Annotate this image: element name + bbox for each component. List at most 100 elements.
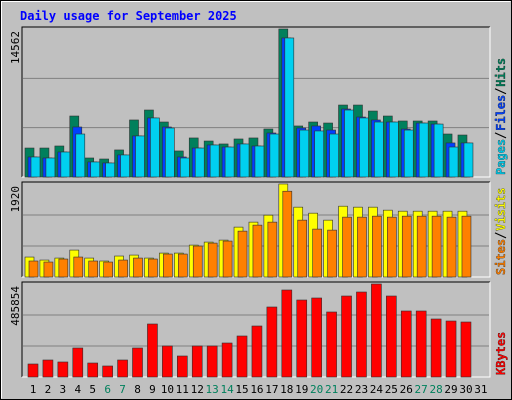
bar [431, 215, 442, 278]
bar [105, 162, 115, 178]
y-tick-label: 1920 [9, 186, 22, 213]
bar [177, 355, 188, 378]
bar [387, 216, 397, 278]
bar [132, 347, 143, 378]
bar [239, 143, 250, 178]
bar [162, 345, 173, 378]
bar [178, 253, 188, 278]
bar [448, 146, 459, 178]
x-tick-label: 22 [340, 383, 353, 396]
x-tick-label: 18 [280, 383, 293, 396]
bar [266, 306, 278, 378]
x-tick-label: 9 [149, 383, 156, 396]
bar [72, 347, 84, 378]
legend: KBytes [494, 332, 508, 376]
bar [148, 258, 158, 278]
x-tick-label: 14 [220, 383, 234, 396]
x-tick-label: 17 [265, 383, 278, 396]
bar [236, 335, 248, 378]
bar [344, 109, 354, 178]
bar [58, 258, 69, 278]
bar [163, 253, 173, 278]
bar [75, 133, 86, 178]
x-tick-label: 4 [74, 383, 81, 396]
bar [135, 135, 145, 178]
bar [150, 117, 160, 178]
x-tick-label: 10 [161, 383, 174, 396]
chart-title: Daily usage for September 2025 [20, 9, 237, 23]
legend: Sites Visits [494, 187, 508, 275]
bar [312, 228, 322, 278]
bar [194, 147, 205, 178]
x-tick-label: 16 [250, 383, 263, 396]
legend-entry: Hits [494, 58, 508, 87]
x-tick-label: 2 [45, 383, 52, 396]
bar [281, 289, 293, 378]
x-tick-label: 31 [474, 383, 487, 396]
bar [269, 133, 280, 178]
bar [386, 295, 397, 378]
legend-entry: Sites [494, 239, 508, 275]
bar [206, 345, 218, 378]
bar [191, 345, 203, 378]
bar [28, 260, 39, 278]
bar [88, 260, 99, 278]
bar [460, 321, 472, 378]
bar [43, 261, 54, 278]
x-tick-label: 15 [235, 383, 248, 396]
y-tick-label: 485854 [9, 286, 22, 326]
x-tick-label: 26 [400, 383, 413, 396]
bar [45, 157, 56, 178]
bar [120, 154, 130, 178]
x-tick-label: 24 [370, 383, 384, 396]
bar [389, 121, 399, 178]
x-tick-label: 11 [176, 383, 189, 396]
bar [117, 359, 128, 378]
y-tick-label: 14562 [9, 31, 22, 64]
bar [192, 245, 203, 278]
bar [372, 215, 382, 278]
bar [327, 229, 337, 278]
x-tick-label: 28 [429, 383, 442, 396]
bar [430, 318, 442, 378]
bar [356, 291, 367, 378]
panel-bevel [21, 26, 490, 177]
legend-entry: Visits [494, 188, 508, 231]
bar [311, 297, 322, 378]
panel-bevel [21, 181, 490, 277]
bar [341, 295, 352, 378]
bar [446, 216, 457, 278]
x-tick-label: 27 [415, 383, 428, 396]
bar [87, 362, 99, 378]
legend-separator [494, 232, 507, 239]
bar [296, 299, 308, 378]
bar [251, 325, 263, 378]
bar [237, 230, 248, 278]
x-tick-label: 5 [89, 383, 96, 396]
x-tick-label: 23 [355, 383, 368, 396]
bar [326, 311, 337, 378]
legend-entry: Files [494, 95, 508, 131]
bar [252, 224, 263, 278]
bar [27, 363, 39, 378]
x-tick-label: 30 [459, 383, 472, 396]
bar [118, 259, 128, 278]
bar [224, 146, 235, 178]
bar [165, 127, 175, 178]
bar [102, 365, 113, 378]
x-tick-label: 20 [310, 383, 323, 396]
bar [403, 129, 414, 178]
bar [329, 133, 339, 178]
bar [418, 122, 429, 178]
bar [254, 145, 265, 178]
bar [42, 359, 54, 378]
bar [299, 129, 310, 178]
bar [400, 310, 412, 378]
bar [103, 261, 113, 278]
bar [297, 219, 308, 278]
bar [463, 142, 474, 178]
legend-entry: KBytes [494, 332, 508, 375]
bar [60, 151, 71, 178]
